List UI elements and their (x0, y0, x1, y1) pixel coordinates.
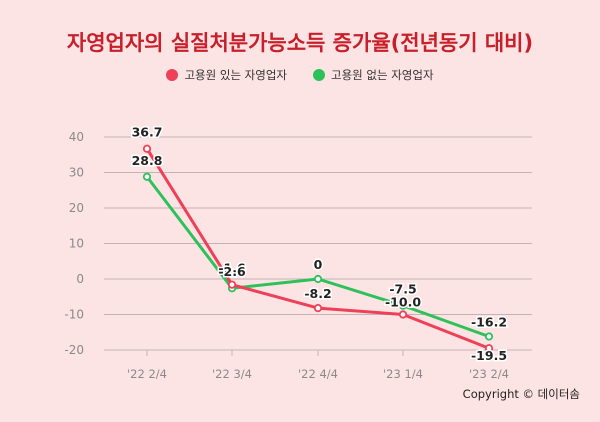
data-point-1 (313, 274, 323, 284)
y-tick-label: -10 (64, 308, 84, 322)
data-label-0: -19.5 (471, 348, 507, 363)
x-tick-label: '22 2/4 (127, 367, 167, 381)
y-tick-label: 0 (76, 272, 84, 286)
x-tick-label: '22 3/4 (212, 367, 252, 381)
y-tick-label: -20 (64, 343, 84, 357)
data-label-1: -2.6 (218, 264, 246, 279)
data-label-1: -16.2 (471, 315, 507, 330)
y-tick-label: 30 (69, 166, 84, 180)
x-tick-label: '23 2/4 (469, 367, 509, 381)
data-label-0: -1.6 (218, 261, 246, 276)
legend-label-with-employees: 고용원 있는 자영업자 (184, 68, 287, 82)
data-label-1: -7.5 (389, 282, 416, 297)
data-label-0: -8.2 (304, 286, 331, 301)
legend-item-without-employees: 고용원 없는 자영업자 (313, 67, 434, 83)
x-tick-label: '23 1/4 (383, 367, 423, 381)
legend-swatch-without-employees (313, 69, 325, 81)
data-point-0 (313, 304, 323, 313)
y-tick-label: 10 (69, 237, 84, 251)
legend-label-without-employees: 고용원 없는 자영업자 (331, 68, 434, 82)
legend-item-with-employees: 고용원 있는 자영업자 (166, 67, 287, 83)
data-label-1: 0 (314, 257, 323, 272)
data-point-0 (484, 344, 494, 353)
y-tick-label: 40 (69, 130, 84, 144)
legend-swatch-with-employees (166, 69, 179, 81)
data-label-0: 36.7 (132, 125, 163, 140)
data-label-1: 28.8 (132, 153, 163, 168)
data-point-0 (227, 280, 237, 289)
x-tick-label: '22 4/4 (298, 367, 338, 381)
legend: 고용원 있는 자영업자 고용원 없는 자영업자 (0, 67, 600, 83)
data-point-0 (142, 144, 152, 153)
data-label-0: -10.0 (385, 295, 421, 310)
data-point-0 (398, 310, 408, 319)
copyright-source: Copyright © 데이터솜 (462, 387, 580, 401)
data-point-1 (484, 332, 494, 341)
y-tick-label: 20 (69, 201, 84, 215)
data-point-1 (398, 301, 408, 310)
chart-title: 자영업자의 실질처분가능소득 증가율(전년동기 대비) (66, 31, 534, 55)
data-point-1 (142, 172, 152, 181)
